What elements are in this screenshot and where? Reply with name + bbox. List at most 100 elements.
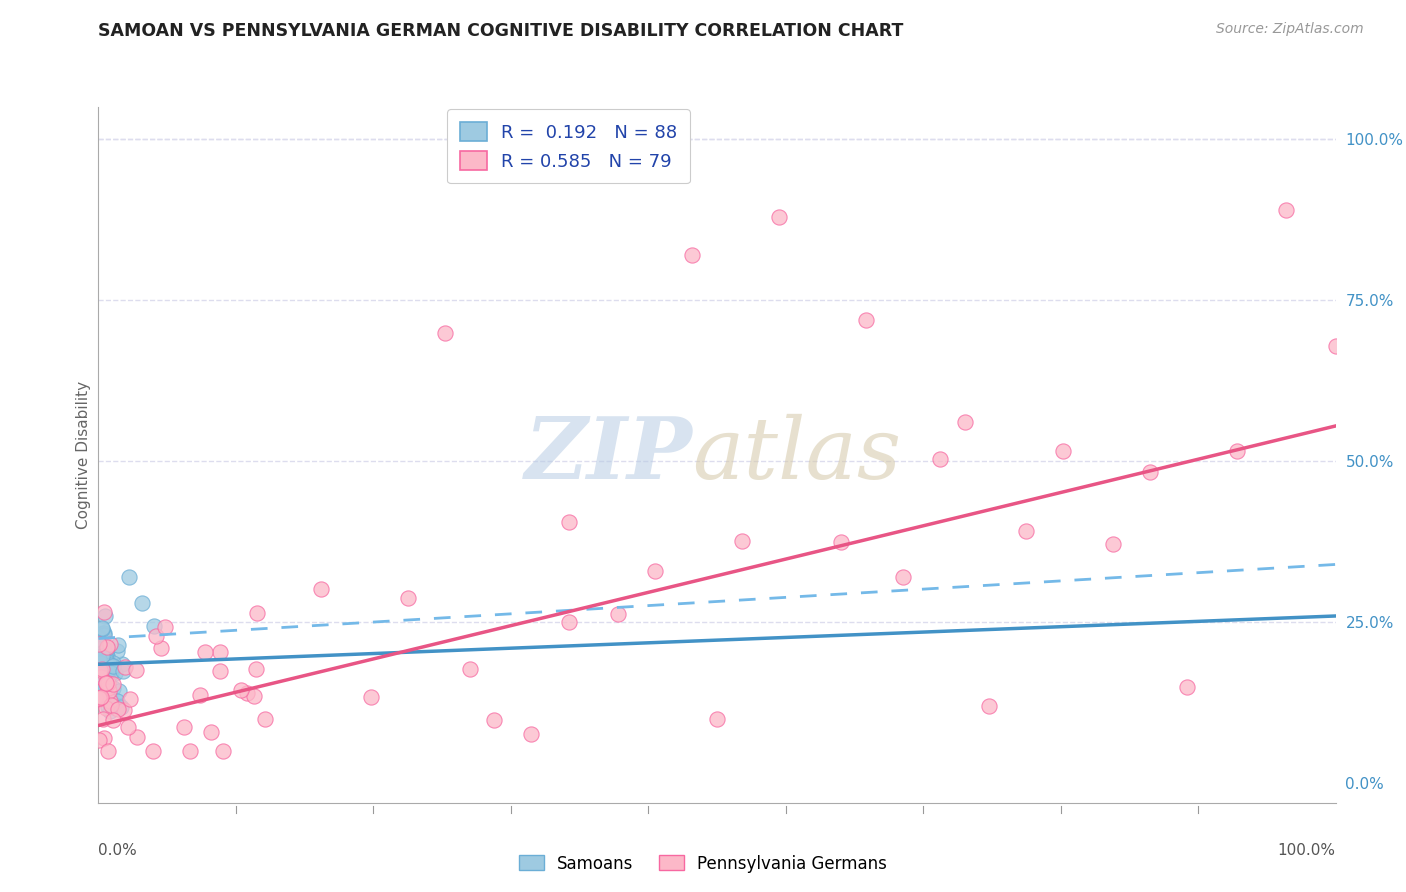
Point (91, 640, 114, 655)
Point (100, 666, 122, 681)
Point (87, 640, 110, 655)
Point (103, 660, 125, 674)
Point (97, 700, 120, 714)
Point (93, 672, 115, 686)
Text: SAMOAN VS PENNSYLVANIA GERMAN COGNITIVE DISABILITY CORRELATION CHART: SAMOAN VS PENNSYLVANIA GERMAN COGNITIVE … (98, 22, 904, 40)
Point (89, 663, 111, 677)
Point (557, 615, 579, 630)
Point (87, 665, 110, 680)
Point (89, 637, 111, 651)
Point (90, 673, 112, 688)
Point (91, 622, 114, 636)
Text: ZIP: ZIP (524, 413, 692, 497)
Point (94, 652, 117, 666)
Point (89, 690, 111, 705)
Point (731, 534, 754, 549)
Point (94, 665, 117, 679)
Point (309, 582, 332, 596)
Point (87, 667, 110, 681)
Point (118, 570, 141, 584)
Point (105, 644, 128, 658)
Point (891, 570, 914, 584)
Point (89, 662, 111, 676)
Point (90, 672, 112, 686)
Point (91, 671, 114, 685)
Point (87, 662, 110, 676)
Point (97, 676, 120, 690)
Text: Source: ZipAtlas.com: Source: ZipAtlas.com (1216, 22, 1364, 37)
Point (101, 656, 124, 670)
Point (458, 662, 481, 676)
Point (89, 732, 111, 747)
Point (94, 654, 117, 668)
Point (117, 720, 139, 734)
Point (91, 673, 114, 688)
Point (1324, 339, 1347, 353)
Legend: Samoans, Pennsylvania Germans: Samoans, Pennsylvania Germans (512, 848, 894, 880)
Point (111, 657, 134, 671)
Point (114, 659, 136, 673)
Point (557, 515, 579, 529)
Point (245, 662, 267, 676)
Point (89, 652, 111, 666)
Point (101, 714, 124, 728)
Text: 0.0%: 0.0% (98, 843, 138, 858)
Point (1139, 465, 1161, 479)
Point (90, 662, 112, 676)
Point (107, 702, 129, 716)
Point (91, 644, 114, 658)
Point (188, 688, 211, 702)
Point (110, 699, 132, 714)
Legend: R =  0.192   N = 88, R = 0.585   N = 79: R = 0.192 N = 88, R = 0.585 N = 79 (447, 109, 690, 183)
Point (979, 699, 1001, 714)
Point (145, 629, 167, 643)
Point (87, 632, 110, 646)
Point (243, 689, 266, 703)
Point (360, 690, 382, 705)
Point (520, 727, 543, 741)
Point (93, 605, 115, 619)
Point (90, 670, 112, 684)
Point (96, 640, 118, 655)
Point (231, 682, 253, 697)
Point (96, 675, 118, 690)
Point (208, 664, 231, 678)
Point (91, 649, 114, 664)
Point (484, 713, 506, 727)
Point (91, 649, 114, 664)
Point (1052, 443, 1074, 458)
Point (96, 672, 118, 686)
Point (90, 666, 112, 681)
Point (91, 626, 114, 640)
Point (254, 712, 277, 726)
Point (928, 451, 950, 466)
Point (94, 666, 117, 681)
Point (236, 686, 259, 700)
Point (98, 694, 121, 708)
Point (200, 724, 222, 739)
Point (89, 660, 111, 674)
Point (96, 700, 118, 714)
Point (96, 666, 118, 681)
Point (90, 675, 112, 690)
Point (112, 703, 135, 717)
Point (118, 691, 141, 706)
Point (830, 534, 852, 549)
Point (91, 690, 114, 705)
Point (97, 687, 120, 701)
Point (179, 744, 201, 758)
Point (644, 564, 666, 578)
Point (100, 698, 122, 713)
Point (97, 681, 120, 695)
Point (246, 606, 269, 620)
Point (98, 657, 121, 672)
Point (90, 679, 112, 693)
Point (98, 704, 121, 718)
Point (104, 666, 127, 681)
Point (89, 657, 111, 671)
Point (90, 690, 112, 705)
Text: atlas: atlas (692, 414, 901, 496)
Point (1015, 524, 1038, 538)
Point (87, 690, 110, 705)
Point (100, 637, 122, 651)
